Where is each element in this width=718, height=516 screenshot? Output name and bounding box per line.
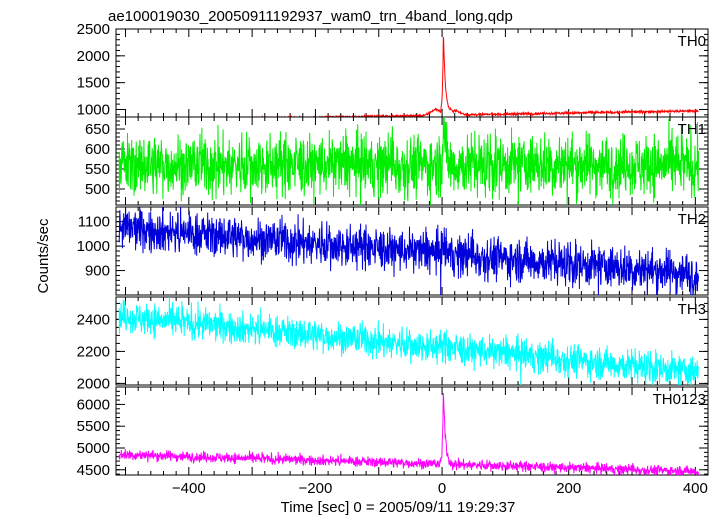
y-tick-label: 4500 xyxy=(77,462,110,479)
y-tick-label: 1000 xyxy=(77,238,110,255)
series-line-th0123 xyxy=(118,392,699,475)
chart-title: ae100019030_20050911192937_wam0_trn_4ban… xyxy=(108,8,513,25)
panel-label: TH3 xyxy=(678,301,706,318)
panel-th0123: 4500 5000 5500 6000 TH0123 xyxy=(77,386,709,479)
y-tick-label: 6000 xyxy=(77,396,110,413)
y-tick-label: 2500 xyxy=(77,21,110,38)
panel-th0: 1000 1500 2000 2500 TH0 xyxy=(77,21,709,118)
y-tick-label: 5500 xyxy=(77,418,110,435)
y-tick-label: 1500 xyxy=(77,75,110,92)
y-tick-label: 500 xyxy=(85,181,110,198)
series-line-th3 xyxy=(118,297,699,385)
y-tick-label: 550 xyxy=(85,161,110,178)
y-tick-label: 650 xyxy=(85,121,110,138)
y-tick-label: 600 xyxy=(85,141,110,158)
x-tick-label: 400 xyxy=(683,480,708,497)
y-tick-label: 900 xyxy=(85,263,110,280)
panel-frame xyxy=(115,296,709,386)
y-tick-label: 2400 xyxy=(77,311,110,328)
panel-th1: 500 550 600 650 TH1 xyxy=(85,116,709,206)
y-tick-label: 2000 xyxy=(77,375,110,392)
y-tick-label: 2200 xyxy=(77,343,110,360)
x-tick-label: 200 xyxy=(556,480,581,497)
panel-label: TH0123 xyxy=(653,391,706,408)
panel-th2: 900 1000 1100 TH2 xyxy=(77,206,709,296)
x-tick-label: −400 xyxy=(172,480,206,497)
y-tick-label: 5000 xyxy=(77,440,110,457)
x-tick-label: −200 xyxy=(299,480,333,497)
y-axis-label: Counts/sec xyxy=(35,218,52,294)
panel-label: TH1 xyxy=(678,121,706,138)
x-axis-label: Time [sec] 0 = 2005/09/11 19:29:37 xyxy=(281,499,516,516)
y-tick-label: 1000 xyxy=(77,101,110,118)
series-line-th2 xyxy=(118,207,699,295)
panel-frame xyxy=(115,28,709,118)
panel-stack: 1000 1500 2000 2500 TH0 500 550 600 650 TH1 900 100… xyxy=(77,21,709,479)
panel-th3: 2000 2200 2400 TH3 xyxy=(77,296,709,392)
panel-label: TH0 xyxy=(678,33,706,50)
y-tick-label: 1100 xyxy=(78,214,110,231)
x-tick-label: 0 xyxy=(438,480,446,497)
series-line-th1 xyxy=(118,117,699,205)
y-tick-label: 2000 xyxy=(77,48,110,65)
x-axis: −400 −200 0 200 400 xyxy=(172,480,708,497)
panel-label: TH2 xyxy=(678,211,706,228)
series-line-th0 xyxy=(208,36,699,117)
